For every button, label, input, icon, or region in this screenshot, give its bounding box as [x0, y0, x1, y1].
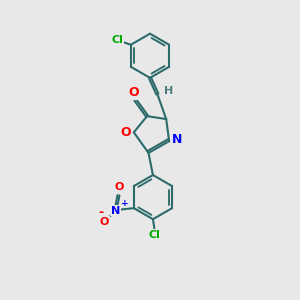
Text: H: H: [164, 85, 173, 95]
Text: N: N: [172, 133, 183, 146]
Text: N: N: [111, 206, 120, 215]
Text: O: O: [128, 86, 139, 99]
Text: +: +: [121, 199, 128, 208]
Text: Cl: Cl: [148, 230, 160, 239]
Text: -: -: [98, 206, 104, 219]
Text: Cl: Cl: [112, 35, 124, 45]
Text: O: O: [114, 182, 124, 192]
Text: O: O: [100, 217, 109, 227]
Text: O: O: [120, 126, 131, 139]
